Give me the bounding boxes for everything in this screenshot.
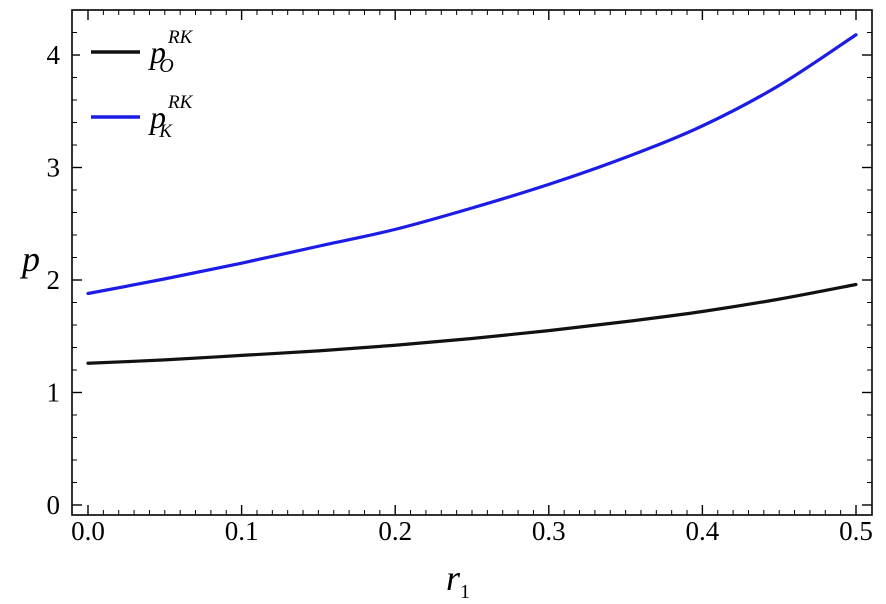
x-tick-label: 0.1 xyxy=(225,516,259,546)
y-tick-label: 1 xyxy=(47,378,61,408)
x-tick-label: 0.5 xyxy=(839,516,873,546)
x-axis-title: r1 xyxy=(446,558,470,603)
legend: p RK O p RK K xyxy=(80,22,215,152)
y-tick-label: 0 xyxy=(47,490,61,520)
y-axis-title: p xyxy=(19,239,40,279)
x-tick-label: 0.4 xyxy=(686,516,720,546)
x-tick-label: 0.0 xyxy=(71,516,105,546)
y-tick-label: 2 xyxy=(47,265,61,295)
series-line-o xyxy=(86,282,858,365)
y-tick-label: 3 xyxy=(47,153,61,183)
series-line-k xyxy=(86,33,858,296)
x-tick-label: 0.3 xyxy=(532,516,566,546)
x-axis-title-main: r xyxy=(446,558,461,598)
y-tick-label: 4 xyxy=(47,40,61,70)
x-axis-title-subscript: 1 xyxy=(460,581,470,603)
x-tick-label: 0.2 xyxy=(378,516,412,546)
legend-label-pk: p RK K xyxy=(148,92,194,142)
legend-label-po: p RK O xyxy=(148,27,194,77)
legend-box xyxy=(80,22,215,152)
